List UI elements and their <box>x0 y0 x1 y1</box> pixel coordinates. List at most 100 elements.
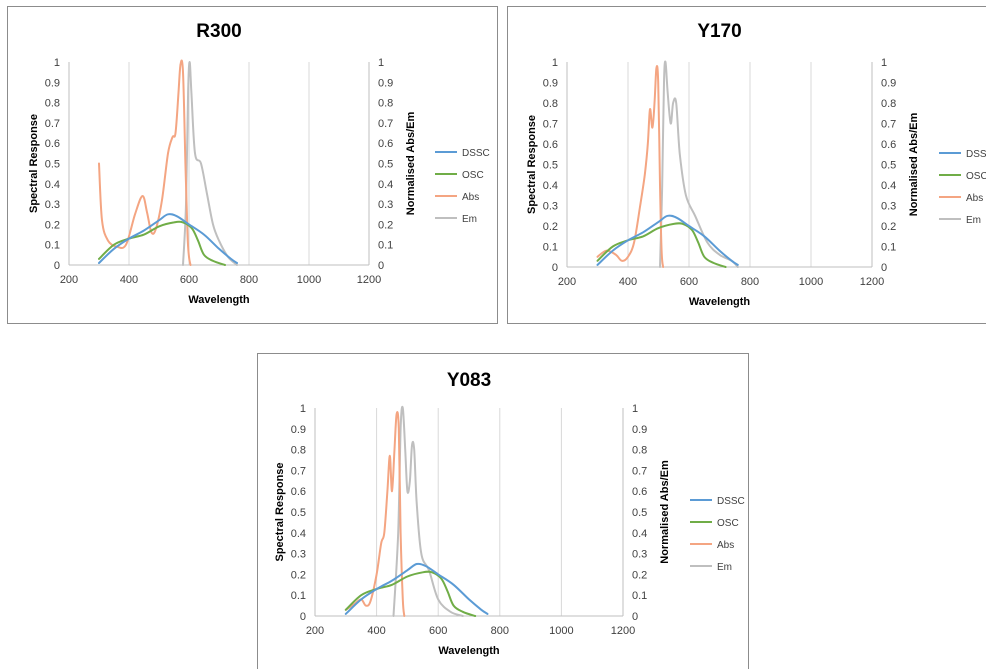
y2-tick-label: 1 <box>378 57 384 69</box>
x-tick-label: 1000 <box>799 276 823 288</box>
x-tick-label: 800 <box>741 276 759 288</box>
y-tick-label: 1 <box>300 403 306 415</box>
x-tick-label: 200 <box>306 625 324 637</box>
y2-tick-label: 0.7 <box>378 118 393 130</box>
x-tick-label: 800 <box>491 625 509 637</box>
y2-tick-label: 0.8 <box>632 445 647 457</box>
y2-tick-label: 0.4 <box>378 179 393 191</box>
y2-tick-label: 0.6 <box>378 138 393 150</box>
x-tick-label: 200 <box>558 276 576 288</box>
series-line-dssc <box>98 213 238 264</box>
series-line-abs <box>344 411 406 617</box>
legend-label-abs: Abs <box>462 192 479 203</box>
y2-axis-title: Normalised Abs/Em <box>908 113 920 217</box>
y-tick-label: 1 <box>552 57 558 69</box>
y2-tick-label: 0.4 <box>632 528 647 540</box>
y2-tick-label: 0.4 <box>881 180 896 192</box>
y-tick-label: 0 <box>552 262 558 274</box>
y-tick-label: 0.5 <box>45 159 60 171</box>
y-tick-label: 0.7 <box>291 465 306 477</box>
x-tick-label: 600 <box>429 625 447 637</box>
chart-r300: R300 200 400 600 800 1000 1200 0 0.1 0.2 0.3 0.4 0.5… <box>28 21 490 306</box>
y-tick-label: 0 <box>300 611 306 623</box>
y-axis-title: Spectral Response <box>274 462 286 561</box>
legend-label-em: Em <box>717 562 732 573</box>
x-tick-label: 400 <box>367 625 385 637</box>
y2-tick-label: 0.9 <box>881 78 896 90</box>
x-tick-label: 800 <box>240 274 258 286</box>
y2-tick-label: 0 <box>632 611 638 623</box>
legend-label-osc: OSC <box>462 170 484 181</box>
x-tick-label: 400 <box>619 276 637 288</box>
y-tick-label: 0.3 <box>543 201 558 213</box>
y2-tick-label: 0.3 <box>881 201 896 213</box>
y-tick-label: 0.9 <box>45 77 60 89</box>
series-line-osc <box>98 220 226 266</box>
y-tick-label: 0.9 <box>291 424 306 436</box>
y2-tick-label: 0.5 <box>881 160 896 172</box>
y-tick-label: 0.2 <box>543 221 558 233</box>
legend-label-em: Em <box>462 214 477 225</box>
y-tick-label: 0.5 <box>291 507 306 519</box>
y-tick-label: 0.3 <box>291 549 306 561</box>
y2-tick-label: 0.1 <box>881 242 896 254</box>
y2-tick-label: 0.9 <box>378 77 393 89</box>
y2-tick-label: 0.6 <box>632 486 647 498</box>
y2-tick-label: 0.3 <box>378 199 393 211</box>
y2-tick-label: 0.7 <box>632 465 647 477</box>
y2-tick-label: 0.5 <box>632 507 647 519</box>
legend-label-dssc: DSSC <box>462 148 490 159</box>
y2-tick-label: 0.8 <box>378 98 393 110</box>
chart-y170: Y170 200 400 600 800 1000 1200 0 0.1 0.2 0.3 0.4 0.5… <box>526 21 986 308</box>
y-tick-label: 0.1 <box>45 240 60 252</box>
chart-title: R300 <box>196 21 241 42</box>
y2-tick-label: 0.7 <box>881 119 896 131</box>
chart-panel-y083: Y083 200 400 600 800 1000 1200 0 0.1 0.2 0.3 0.4 0.5… <box>257 353 749 669</box>
x-axis-title: Wavelength <box>438 645 500 657</box>
y2-tick-label: 0.5 <box>378 159 393 171</box>
series-line-osc <box>344 570 477 617</box>
legend-label-dssc: DSSC <box>966 149 986 160</box>
series-line-abs <box>98 59 192 266</box>
y-tick-label: 0.8 <box>291 445 306 457</box>
y-tick-label: 0.2 <box>291 569 306 581</box>
chart-title: Y083 <box>447 370 491 391</box>
y2-tick-label: 0.6 <box>881 139 896 151</box>
y2-axis-title: Normalised Abs/Em <box>659 460 671 564</box>
x-tick-label: 1200 <box>860 276 884 288</box>
y-tick-label: 1 <box>54 57 60 69</box>
y2-tick-label: 0.1 <box>378 240 393 252</box>
legend-label-osc: OSC <box>717 518 739 529</box>
series-line-dssc <box>596 214 739 266</box>
y2-axis-title: Normalised Abs/Em <box>405 112 417 216</box>
y2-tick-label: 0.1 <box>632 590 647 602</box>
chart-title: Y170 <box>697 21 741 42</box>
y2-tick-label: 0.8 <box>881 98 896 110</box>
x-tick-label: 400 <box>120 274 138 286</box>
chart-y083: Y083 200 400 600 800 1000 1200 0 0.1 0.2 0.3 0.4 0.5… <box>274 370 745 657</box>
y2-tick-label: 0.2 <box>881 221 896 233</box>
series-line-em <box>182 61 238 266</box>
series-line-dssc <box>344 562 489 615</box>
y2-tick-label: 0.2 <box>632 569 647 581</box>
y-tick-label: 0.1 <box>291 590 306 602</box>
series-line-abs <box>596 65 665 268</box>
y2-tick-label: 1 <box>632 403 638 415</box>
series-line-em <box>659 60 739 268</box>
y-tick-label: 0.6 <box>45 138 60 150</box>
y-tick-label: 0.6 <box>291 486 306 498</box>
y2-tick-label: 0 <box>378 260 384 272</box>
x-tick-label: 1000 <box>549 625 573 637</box>
y-axis-title: Spectral Response <box>526 115 538 214</box>
y-tick-label: 0.7 <box>543 119 558 131</box>
y2-tick-label: 0.2 <box>378 219 393 231</box>
y-tick-label: 0.9 <box>543 78 558 90</box>
y-tick-label: 0.4 <box>543 180 558 192</box>
y-tick-label: 0.4 <box>291 528 306 540</box>
x-axis-title: Wavelength <box>689 296 751 308</box>
x-tick-label: 600 <box>680 276 698 288</box>
chart-panel-y170: Y170 200 400 600 800 1000 1200 0 0.1 0.2 0.3 0.4 0.5… <box>507 6 986 324</box>
x-axis-title: Wavelength <box>188 294 250 306</box>
x-tick-label: 600 <box>180 274 198 286</box>
y-tick-label: 0.8 <box>45 98 60 110</box>
